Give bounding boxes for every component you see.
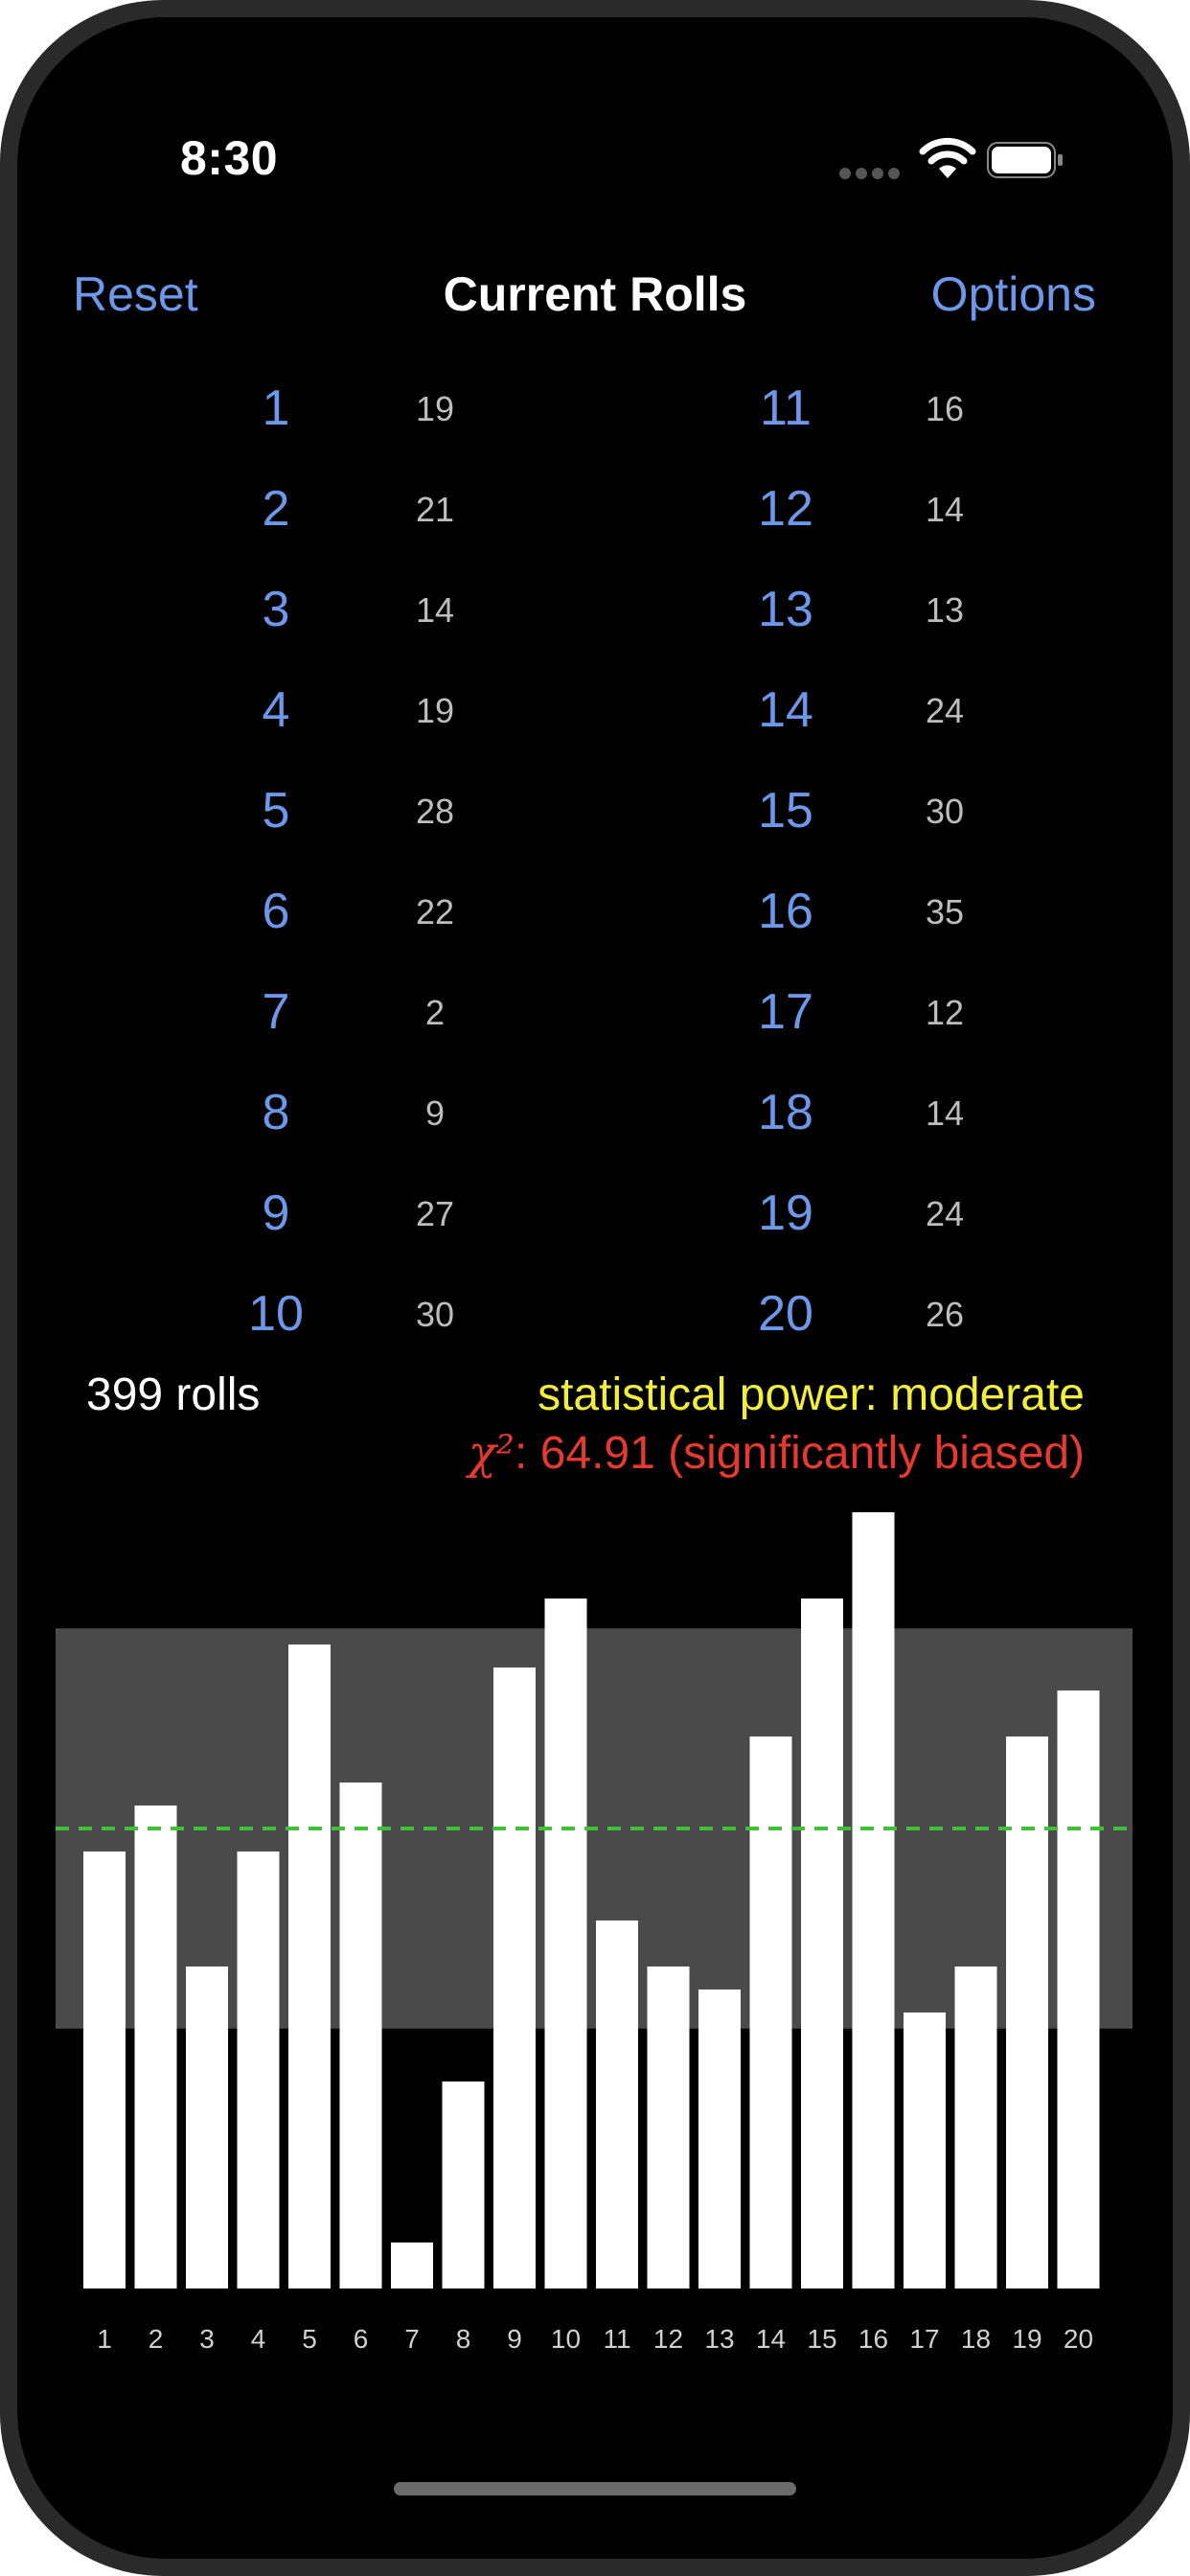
- bar-face-1: [83, 1852, 126, 2288]
- x-tick-label: 11: [603, 2324, 630, 2354]
- bar-face-16: [852, 1512, 895, 2288]
- bar-face-9: [493, 1668, 536, 2288]
- face-count: 22: [415, 892, 455, 932]
- face-count: 30: [415, 1295, 455, 1334]
- total-rolls: 399 rolls: [86, 1369, 261, 1420]
- x-tick-label: 12: [653, 2324, 683, 2354]
- face-count: 19: [415, 389, 455, 428]
- bar-face-6: [339, 1782, 382, 2288]
- face-label: 20: [758, 1286, 813, 1342]
- x-tick-label: 17: [909, 2324, 939, 2354]
- face-label: 2: [262, 481, 290, 537]
- x-tick-label: 4: [251, 2324, 266, 2354]
- bar-face-11: [596, 1920, 638, 2288]
- bar-face-13: [698, 1990, 741, 2288]
- page-title: Current Rolls: [443, 267, 747, 321]
- face-label: 14: [758, 682, 813, 738]
- bar-face-4: [237, 1852, 280, 2288]
- face-label: 4: [262, 682, 290, 738]
- bar-face-10: [544, 1598, 587, 2288]
- bar-face-12: [647, 1966, 690, 2288]
- x-tick-label: 19: [1012, 2324, 1041, 2354]
- battery-icon: [987, 142, 1063, 178]
- bar-face-19: [1006, 1736, 1048, 2288]
- face-count: 24: [925, 691, 965, 730]
- x-tick-label: 14: [756, 2324, 786, 2354]
- x-tick-label: 5: [302, 2324, 317, 2354]
- face-label: 1: [262, 380, 290, 436]
- face-label: 17: [758, 984, 813, 1040]
- face-count: 14: [925, 490, 965, 529]
- x-tick-label: 15: [807, 2324, 836, 2354]
- face-label: 15: [758, 783, 813, 839]
- face-label: 3: [262, 582, 290, 637]
- face-count: 13: [925, 590, 965, 630]
- bar-face-3: [186, 1966, 228, 2288]
- face-count: 35: [925, 892, 965, 932]
- bar-face-14: [749, 1736, 792, 2288]
- face-label: 12: [758, 481, 813, 537]
- face-count: 26: [925, 1295, 965, 1334]
- face-label: 19: [758, 1185, 813, 1241]
- face-count: 12: [925, 993, 965, 1032]
- face-count: 2: [424, 993, 446, 1032]
- statistical-power: statistical power: moderate: [538, 1369, 1085, 1420]
- face-label: 9: [262, 1185, 290, 1241]
- chi-value: : 64.91 (significantly biased): [515, 1428, 1085, 1479]
- face-label: 16: [758, 884, 813, 939]
- x-tick-label: 3: [199, 2324, 215, 2354]
- reset-button[interactable]: Reset: [73, 267, 198, 321]
- bar-face-15: [801, 1598, 843, 2288]
- x-tick-label: 7: [404, 2324, 420, 2354]
- face-count: 28: [415, 792, 455, 831]
- face-count: 9: [424, 1093, 446, 1133]
- face-label: 8: [262, 1085, 290, 1140]
- x-tick-label: 18: [961, 2324, 991, 2354]
- x-tick-label: 16: [858, 2324, 888, 2354]
- bar-face-7: [391, 2242, 433, 2288]
- chi-squared-result: χ²: 64.91 (significantly biased): [469, 1426, 1085, 1480]
- bar-face-18: [954, 1966, 997, 2288]
- x-tick-label: 10: [551, 2324, 581, 2354]
- face-label: 7: [262, 984, 290, 1040]
- status-time: 8:30: [180, 131, 279, 185]
- x-tick-label: 6: [354, 2324, 369, 2354]
- face-count: 21: [415, 490, 455, 529]
- face-count: 30: [925, 792, 965, 831]
- roll-distribution-chart: 1 2 3 4 5 6 7 8 9 10 11 12 13 14 15 16 17 18 19 20: [56, 1512, 1133, 2354]
- x-tick-label: 8: [456, 2324, 471, 2354]
- x-tick-label: 2: [149, 2324, 164, 2354]
- screen: 8:30 Reset Current Rolls Options 1 19 2: [17, 17, 1173, 2559]
- face-label: 10: [248, 1286, 304, 1342]
- chi-symbol: χ²: [468, 1426, 515, 1480]
- face-label: 11: [760, 380, 812, 436]
- wifi-icon: [919, 137, 976, 178]
- face-count: 27: [415, 1194, 455, 1233]
- face-count: 24: [925, 1194, 965, 1233]
- face-label: 5: [262, 783, 290, 839]
- face-count: 14: [925, 1093, 965, 1133]
- face-count: 16: [925, 389, 965, 428]
- bar-face-20: [1057, 1690, 1100, 2288]
- x-tick-label: 1: [97, 2324, 112, 2354]
- x-tick-label: 9: [507, 2324, 522, 2354]
- face-label: 18: [758, 1085, 813, 1140]
- x-tick-labels: 1 2 3 4 5 6 7 8 9 10 11 12 13 14 15 16 17 18 19 20: [97, 2324, 1093, 2354]
- face-label: 6: [262, 884, 290, 939]
- cellular-signal-icon: [839, 167, 906, 179]
- x-tick-label: 20: [1064, 2324, 1093, 2354]
- bar-face-17: [904, 2012, 946, 2288]
- face-count: 14: [415, 590, 455, 630]
- bar-face-8: [442, 2082, 485, 2288]
- bars: [83, 1512, 1100, 2288]
- face-count: 19: [415, 691, 455, 730]
- x-tick-label: 13: [704, 2324, 734, 2354]
- bar-face-5: [288, 1644, 331, 2288]
- options-button[interactable]: Options: [930, 267, 1096, 321]
- home-indicator[interactable]: [394, 2482, 796, 2496]
- face-label: 13: [758, 582, 813, 637]
- bar-face-2: [134, 1806, 177, 2288]
